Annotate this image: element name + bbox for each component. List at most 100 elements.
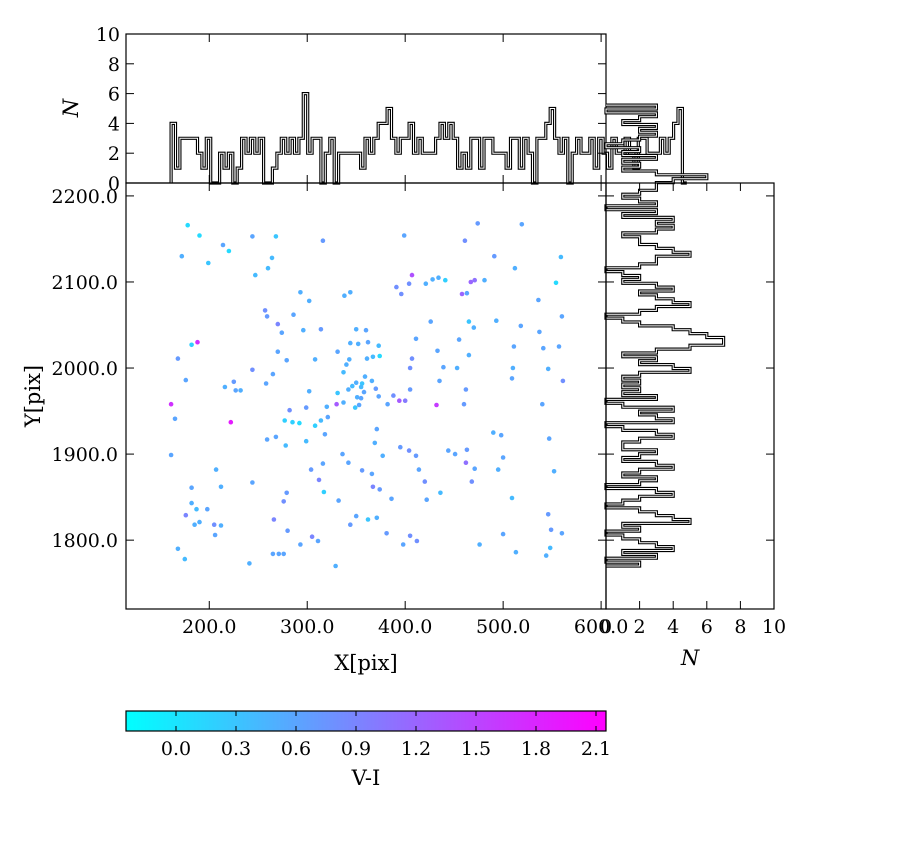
scatter-point [456, 337, 462, 342]
scatter-point [400, 542, 406, 547]
scatter-point [509, 376, 515, 381]
right-x-tick-label: 0 [600, 616, 612, 638]
scatter-point [500, 531, 506, 537]
scatter-point [233, 388, 238, 393]
top-y-tick-label: 0 [108, 173, 120, 195]
scatter-point [537, 329, 542, 335]
scatter-point [344, 362, 349, 367]
x-axis-label: X[pix] [334, 651, 397, 675]
scatter-point [175, 356, 181, 361]
top-histogram-y-label: N [59, 98, 83, 118]
right-histogram-inner [605, 104, 725, 567]
scatter-point [510, 365, 516, 371]
scatter-point [271, 517, 277, 522]
scatter-point [354, 395, 360, 400]
scatter-point [322, 432, 328, 437]
scatter-point [370, 354, 376, 360]
x-tick-label: 600.0 [574, 616, 628, 638]
scatter-point [285, 528, 290, 533]
right-x-tick-label: 4 [667, 616, 679, 638]
scatter-point [495, 467, 501, 472]
scatter-point [264, 314, 270, 319]
colorbar-tick-label: 0.3 [221, 738, 251, 760]
scatter-point [443, 277, 448, 283]
scatter-point [284, 490, 290, 496]
scatter-point [333, 563, 338, 569]
scatter-point [321, 489, 327, 495]
scatter-point [348, 522, 353, 527]
scatter-point [275, 321, 281, 327]
scatter-point [551, 469, 557, 474]
right-histogram-x-label: N [680, 646, 700, 670]
scatter-point [434, 402, 439, 408]
scatter-point [376, 343, 382, 349]
scatter-point [346, 460, 351, 466]
scatter-point [172, 416, 178, 422]
scatter-point [183, 512, 189, 518]
top-y-tick-label: 8 [108, 54, 120, 76]
scatter-point [365, 517, 371, 522]
scatter-point [346, 387, 351, 392]
scatter-point [373, 386, 379, 392]
scatter-point [334, 401, 339, 407]
scatter-point [377, 487, 383, 492]
scatter-point [353, 513, 359, 519]
scatter-point [220, 242, 226, 248]
y-tick-label: 2100.0 [52, 272, 118, 294]
scatter-point [459, 291, 465, 297]
scatter-point [353, 327, 359, 332]
scatter-point [511, 344, 517, 349]
scatter-point [376, 394, 382, 399]
scatter-point [253, 272, 258, 278]
main-ticks: 200.0 300.0 400.0 500.0 600.0 1800.0 1900.0 200… [52, 183, 628, 638]
scatter-point [401, 233, 407, 238]
scatter-point [363, 327, 369, 333]
scatter-point [194, 506, 199, 512]
scatter-point [303, 438, 309, 444]
scatter-point [359, 468, 365, 473]
scatter-point [358, 384, 364, 390]
scatter-point [466, 352, 472, 358]
scatter-point [365, 339, 371, 345]
scatter-point [195, 339, 200, 345]
scatter-point [364, 356, 370, 361]
scatter-point [355, 341, 361, 347]
scatter-point [298, 290, 303, 295]
scatter-point [374, 515, 380, 521]
y-tick-label: 1800.0 [52, 530, 118, 552]
right-histogram-panel: 0 2 4 6 8 10 N [600, 103, 786, 670]
scatter-point [301, 327, 306, 333]
top-y-tick-label: 10 [96, 24, 120, 46]
scatter-point [250, 234, 255, 239]
scatter-point [463, 460, 469, 466]
scatter-point [218, 523, 224, 528]
scatter-point [518, 323, 524, 329]
scatter-point [519, 222, 525, 227]
scatter-point [168, 452, 174, 458]
scatter-point [335, 390, 340, 396]
scatter-point [546, 436, 552, 441]
scatter-point [464, 290, 470, 296]
scatter-point [309, 534, 315, 539]
y-tick-label: 2200.0 [52, 186, 118, 208]
scatter-point [231, 379, 237, 385]
scatter-point [348, 290, 353, 295]
scatter-point [335, 349, 340, 355]
scatter-point [540, 401, 545, 407]
right-x-tick-label: 8 [734, 616, 746, 638]
scatter-point [168, 401, 174, 407]
scatter-point [228, 419, 234, 425]
scatter-point [312, 357, 318, 362]
scatter-point [318, 418, 324, 423]
scatter-point [409, 356, 415, 361]
right-histogram-ticks: 0 2 4 6 8 10 [600, 183, 786, 638]
main-axes-frame [125, 182, 607, 610]
scatter-point [281, 499, 287, 504]
scatter-point [212, 532, 218, 538]
scatter-point [545, 366, 551, 372]
scatter-point [350, 383, 355, 389]
scatter-point [336, 498, 341, 503]
scatter-point [287, 407, 292, 413]
scatter-point [275, 349, 281, 355]
scatter-point [197, 519, 202, 525]
